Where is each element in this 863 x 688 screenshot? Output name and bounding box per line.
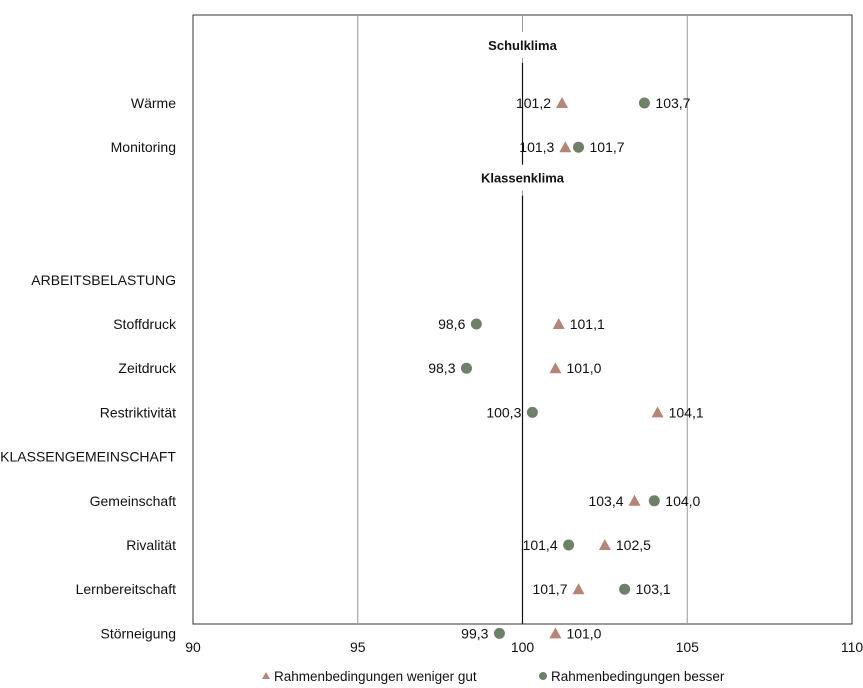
marker-triangle-weniger-gut (556, 97, 569, 108)
data-label: 99,3 (461, 625, 488, 641)
marker-circle-besser (526, 406, 538, 418)
category-label: Monitoring (111, 139, 176, 155)
marker-triangle-weniger-gut (628, 494, 641, 506)
x-tick-label: 95 (350, 639, 366, 655)
grid-lines (357, 15, 688, 624)
data-label: 101,7 (532, 581, 567, 597)
marker-circle-besser (460, 362, 472, 374)
marker-circle-besser (648, 495, 660, 507)
x-tick-label: 90 (185, 639, 201, 655)
marker-triangle-weniger-gut (651, 406, 664, 418)
legend-triangle-marker (262, 672, 270, 679)
section-title: Klassenklima (481, 171, 565, 186)
category-label: ARBEITSBELASTUNG (31, 272, 176, 288)
legend-circle-marker (539, 672, 547, 680)
x-tick-label: 100 (511, 639, 535, 655)
marker-triangle-weniger-gut (559, 141, 572, 153)
data-label: 101,3 (519, 139, 554, 155)
marker-triangle-weniger-gut (598, 539, 611, 550)
category-label: Störneigung (100, 625, 176, 641)
data-label: 104,1 (669, 404, 704, 420)
section-title: Schulklima (488, 38, 557, 53)
data-label: 101,0 (566, 625, 601, 641)
marker-triangle-weniger-gut (572, 583, 585, 595)
marker-circle-besser (638, 97, 650, 109)
section-title-bg (462, 164, 583, 191)
x-tick-label: 110 (841, 639, 863, 655)
category-label: KLASSENGEMEINSCHAFT (0, 449, 176, 465)
data-label: 101,7 (590, 139, 625, 155)
data-label: 101,2 (516, 95, 551, 111)
data-label: 100,3 (486, 404, 521, 420)
x-tick-label: 105 (676, 639, 700, 655)
marker-circle-besser (493, 627, 505, 639)
data-label: 104,0 (665, 493, 700, 509)
category-label: Zeitdruck (118, 360, 177, 376)
data-label: 103,7 (655, 95, 690, 111)
section-title-bg (462, 32, 583, 58)
legend-label: Rahmenbedingungen weniger gut (274, 669, 477, 684)
marker-triangle-weniger-gut (552, 318, 565, 329)
category-labels: Wärme Monitoring ARBEITSBELASTUNG Stoffdruc… (0, 95, 177, 641)
marker-circle-besser (563, 539, 575, 551)
marker-triangle-weniger-gut (549, 627, 562, 639)
data-label: 103,1 (636, 581, 671, 597)
marker-triangle-weniger-gut (549, 362, 562, 374)
legend-label: Rahmenbedingungen besser (551, 669, 725, 684)
section-titles: Schulklima Klassenklima (462, 32, 583, 191)
data-label: 103,4 (588, 493, 623, 509)
data-label: 98,6 (438, 316, 465, 332)
data-label: 102,5 (616, 537, 651, 553)
data-points: 101,2 103,7 101,3 101,7 98,6 101,1 98,3 101,0 10… (428, 95, 704, 641)
category-label: Wärme (131, 95, 176, 111)
x-axis-ticks: 90 95 100 105 110 (185, 639, 863, 655)
data-label: 101,0 (566, 360, 601, 376)
category-label: Lernbereitschaft (76, 581, 177, 597)
data-label: 101,1 (570, 316, 605, 332)
category-label: Restriktivität (100, 404, 176, 420)
category-label: Rivalität (126, 537, 176, 553)
data-label: 98,3 (428, 360, 455, 376)
category-label: Gemeinschaft (90, 493, 176, 509)
marker-circle-besser (573, 141, 585, 153)
category-label: Stoffdruck (113, 316, 177, 332)
marker-circle-besser (470, 318, 482, 330)
data-label: 101,4 (523, 537, 558, 553)
legend: Rahmenbedingungen weniger gut Rahmenbedin… (262, 669, 725, 684)
marker-circle-besser (619, 583, 631, 595)
